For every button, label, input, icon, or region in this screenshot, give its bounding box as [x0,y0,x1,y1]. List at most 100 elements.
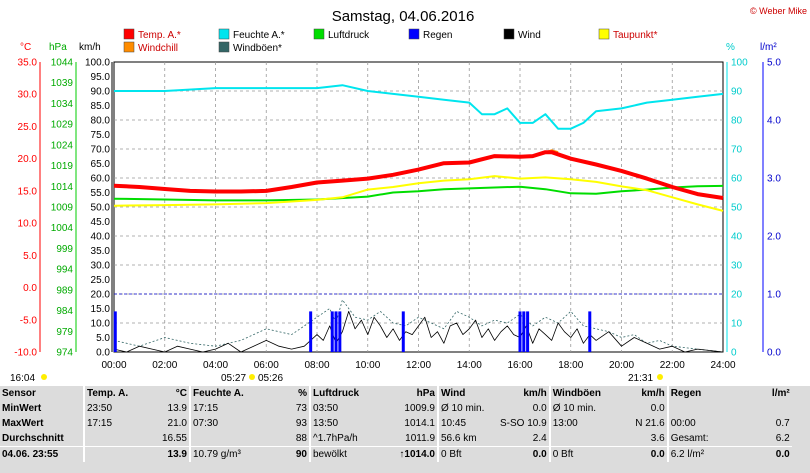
humidity-tick-label: 60 [731,174,743,185]
wind-tick-label: 5.0 [96,333,110,344]
humidity-axis-unit: % [726,42,735,53]
table-cell: 13:00 [548,416,618,431]
rain-tick-label: 3.0 [767,174,781,185]
table-row: Durchschnitt 16.55 88 ^1.7hPa/h 1011.9 5… [0,431,792,447]
table-cell: 90 [262,446,310,462]
rain-bar [338,311,342,352]
table-cell [666,401,748,416]
table-cell: 10.79 g/m³ [189,446,262,462]
humidity-tick-label: 70 [731,145,743,156]
time-tick-label: 08:00 [304,360,329,371]
legend-swatch [598,28,610,40]
humidity-tick-label: 30 [731,261,743,272]
temp-tick-label: 0.0 [23,283,37,294]
table-cell: 0 Bft [437,446,498,462]
humidity-tick-label: 50 [731,203,743,214]
pressure-tick-label: 1014 [51,182,74,193]
rain-bar [330,311,334,352]
table-cell: 73 [295,403,307,414]
pressure-tick-label: 1029 [51,120,74,131]
sunset-label: 21:31 [628,373,653,384]
time-tick-label: 12:00 [406,360,431,371]
wind-tick-label: 15.0 [91,304,111,315]
table-cell: 0.0 [747,446,792,462]
table-cell: 6.2 [775,433,790,444]
table-row: MaxWert 17:15 21.0 07:30 93 13:50 1014.1… [0,416,792,431]
col-header-wind: Wind [437,386,498,401]
wind-tick-label: 65.0 [91,159,111,170]
series-line-temp-a [113,150,724,200]
legend-label: Windböen* [233,43,282,54]
table-cell: Gesamt: [666,431,748,447]
pressure-tick-label: 984 [56,306,73,317]
sun-icon [249,374,255,380]
table-cell: 17:15 [83,416,140,431]
wind-tick-label: 10.0 [91,319,111,330]
temp-tick-label: 10.0 [18,219,38,230]
humidity-tick-label: 90 [731,87,743,98]
table-cell: 17:15 [189,401,262,416]
dawn-label: 05:27 [221,373,246,384]
legend-label: Wind [518,30,541,41]
legend-swatch [503,28,515,40]
table-cell: ^1.7hPa/h [309,431,380,447]
col-header-rain: Regen [666,386,748,401]
time-tick-label: 24:00 [710,360,735,371]
humidity-tick-label: 40 [731,232,743,243]
pressure-tick-label: 974 [56,348,73,359]
temp-tick-label: -5.0 [20,315,38,326]
table-cell: bewölkt [309,446,380,462]
temp-tick-label: 15.0 [18,186,38,197]
table-cell: 13:50 [309,416,380,431]
rain-axis-unit: l/m² [760,42,777,53]
sun-icon [657,374,663,380]
wind-tick-label: 90.0 [91,87,111,98]
legend-swatch [408,28,420,40]
summary-table: Sensor Temp. A. °C Feuchte A. % Luftdruc… [0,384,810,473]
table-cell: 0.0 [498,446,550,462]
row-label: 04.06. 23:55 [0,446,84,462]
time-tick-label: 00:00 [101,360,126,371]
col-header-wind-unit: km/h [523,388,547,399]
series-line-wind [113,310,724,353]
wind-tick-label: 50.0 [91,203,111,214]
temp-tick-label: 20.0 [18,154,38,165]
legend-swatch [123,28,135,40]
table-cell: 56.6 km [437,431,498,447]
table-cell: 88 [295,433,307,444]
rain-bar [518,311,522,352]
wind-tick-label: 35.0 [91,246,111,257]
table-cell: 2.4 [532,433,547,444]
table-cell: Ø 10 min. [548,401,618,416]
chart-title: Samstag, 04.06.2016 [332,8,475,25]
table-cell: 03:50 [309,401,380,416]
time-tick-label: 16:00 [507,360,532,371]
legend-swatch [218,28,230,40]
legend-label: Regen [423,30,452,41]
col-header-sensor: Sensor [2,388,36,399]
wind-tick-label: 100.0 [85,58,110,69]
table-cell: N 21.6 [635,418,665,429]
pressure-tick-label: 1004 [51,223,74,234]
col-header-pressure-unit: hPa [416,388,435,399]
table-cell: 1011.9 [405,433,435,444]
sun-icon [41,374,47,380]
humidity-tick-label: 100 [731,58,748,69]
temp-tick-label: 30.0 [18,90,38,101]
rain-tick-label: 5.0 [767,58,781,69]
table-cell [83,431,140,447]
series-line-windböen [113,299,724,353]
table-cell: 0.0 [617,446,668,462]
legend-label: Luftdruck [328,30,370,41]
time-tick-label: 22:00 [660,360,685,371]
rain-bar [401,311,405,352]
legend-label: Temp. A.* [138,30,181,41]
legend-label: Windchill [138,43,178,54]
temp-tick-label: 25.0 [18,122,38,133]
col-header-humidity-unit: % [298,388,307,399]
legend-swatch [123,41,135,53]
time-tick-label: 10:00 [355,360,380,371]
pressure-tick-label: 999 [56,244,73,255]
temp-tick-label: -10.0 [14,348,37,359]
wind-tick-label: 0.0 [96,348,110,359]
